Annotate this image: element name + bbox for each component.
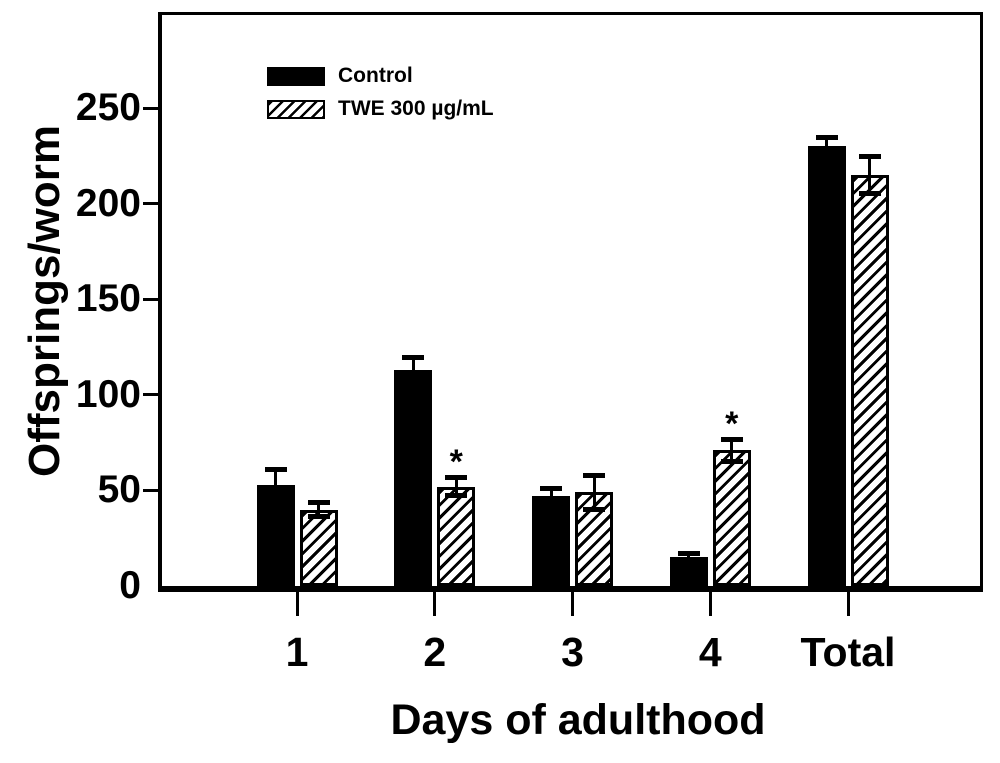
legend: Control TWE 300 µg/mL [267,63,587,129]
error-bar-cap-bottom [720,458,743,464]
y-tick-label: 250 [75,86,141,129]
y-axis-tick [143,106,158,110]
y-tick-label: 50 [97,468,141,512]
error-bar-cap-top [858,153,881,159]
legend-item-control: Control [267,63,587,89]
x-axis-tick [433,592,437,616]
legend-swatch-solid-icon [267,66,325,86]
error-bar-whisker [274,469,277,500]
significance-star: * [449,443,463,482]
legend-swatch-hatched-icon [267,99,325,119]
error-bar-cap-bottom [307,514,330,520]
error-bar-cap-top [445,475,468,481]
x-axis-tick [846,592,850,616]
legend-item-twe: TWE 300 µg/mL [267,96,587,122]
error-bar-cap-top [583,473,605,479]
error-bar-whisker [549,488,553,504]
bar-twe-Total [850,174,889,586]
bar-twe-3 [575,492,613,586]
error-bar-cap-bottom [540,500,562,506]
error-bar-cap-bottom [858,191,881,197]
error-bar-whisker [411,356,415,384]
error-bar-whisker [730,438,734,462]
bar-twe-1 [299,509,338,586]
x-tick-label: 2 [423,629,447,675]
bar-control-3 [532,496,570,586]
error-bar-whisker [454,477,458,497]
y-axis-tick [143,393,158,397]
bar-control-2 [394,369,433,586]
error-bar-cap-top [815,134,838,140]
significance-star: * [725,404,739,443]
y-tick-label: 150 [75,277,141,321]
error-bar-cap-bottom [402,380,425,386]
error-bar-cap-top [540,486,562,492]
error-bar-whisker [592,475,596,510]
error-bar-cap-bottom [677,558,700,564]
error-bar-cap-bottom [583,506,605,512]
y-axis-tick [143,297,158,301]
x-axis-tick [708,592,712,616]
y-axis-tick [143,202,158,206]
error-bar-whisker [825,136,828,156]
y-tick-label: 100 [75,372,141,416]
error-bar-whisker [868,155,871,195]
x-tick-label: 3 [561,629,584,675]
x-tick-label: Total [800,629,896,675]
x-axis-tick [571,592,574,616]
error-bar-cap-top [677,551,700,557]
error-bar-cap-bottom [445,493,468,499]
error-bar-whisker [317,501,320,518]
x-axis-title: Days of adulthood [390,696,766,744]
error-bar-whisker [687,553,691,562]
y-axis-tick [143,488,158,492]
y-tick-label: 200 [75,181,141,225]
error-bar-cap-bottom [264,496,287,502]
error-bar-cap-top [264,467,287,473]
error-bar-cap-top [720,436,743,442]
x-axis-tick [295,592,299,616]
y-tick-label: 0 [119,564,141,607]
legend-label-control: Control [338,64,413,87]
error-bar-cap-top [307,499,330,505]
bar-twe-4 [712,450,751,586]
bar-control-Total [807,146,846,586]
error-bar-cap-top [402,354,425,360]
error-bar-cap-bottom [815,152,838,158]
x-tick-label: 4 [698,629,722,675]
bar-twe-2 [437,486,476,586]
x-tick-label: 1 [285,629,309,675]
legend-label-twe: TWE 300 µg/mL [338,97,494,120]
